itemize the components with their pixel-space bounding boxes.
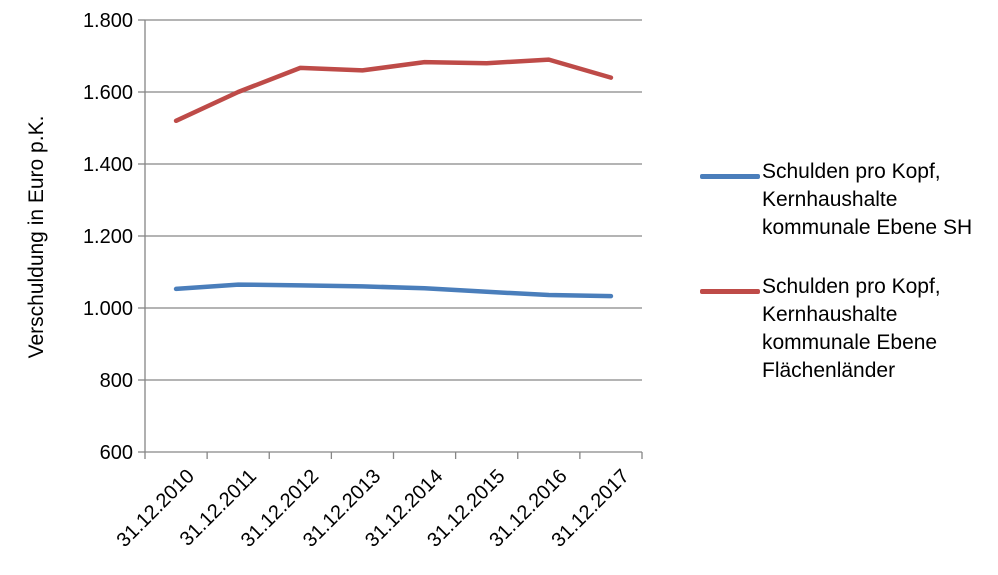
series-lines <box>173 57 614 299</box>
legend: Schulden pro Kopf, Kernhaushalte kommuna… <box>700 158 990 416</box>
y-tick-label: 1.200 <box>83 226 133 248</box>
y-axis-label: Verschuldung in Euro p.K. <box>25 116 48 359</box>
legend-swatch-flaechenlaender <box>700 289 760 294</box>
tick-labels: 6008001.0001.2001.4001.6001.80031.12.201… <box>83 10 634 552</box>
legend-swatch-sh <box>700 174 760 179</box>
y-tick-label: 1.400 <box>83 154 133 176</box>
series-line-1 <box>173 282 614 299</box>
y-tick-label: 1.600 <box>83 82 133 104</box>
y-tick-label: 600 <box>100 442 133 464</box>
legend-item-sh: Schulden pro Kopf, Kernhaushalte kommuna… <box>700 158 990 242</box>
axes <box>138 19 643 459</box>
legend-label-flaechenlaender: Schulden pro Kopf, Kernhaushalte kommuna… <box>762 275 941 382</box>
series-line-2 <box>173 57 614 124</box>
y-tick-label: 800 <box>100 370 133 392</box>
legend-item-flaechenlaender: Schulden pro Kopf, Kernhaushalte kommuna… <box>700 273 990 385</box>
legend-label-sh: Schulden pro Kopf, Kernhaushalte kommuna… <box>762 160 973 239</box>
gridlines <box>145 19 642 381</box>
y-tick-label: 1.800 <box>83 10 133 32</box>
y-tick-label: 1.000 <box>83 298 133 320</box>
